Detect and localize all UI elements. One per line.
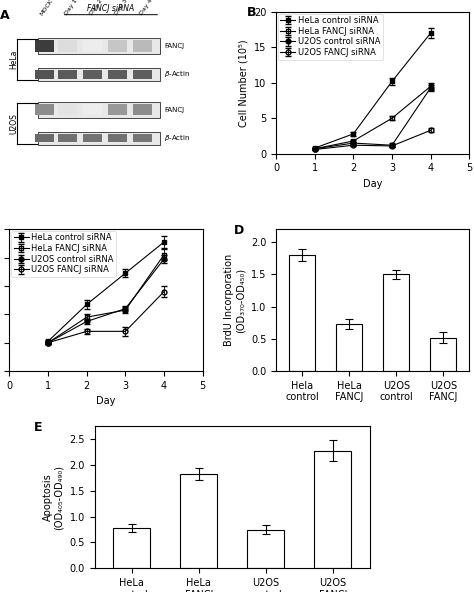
Bar — [383, 274, 409, 371]
Bar — [336, 324, 362, 371]
Y-axis label: Cell Number (10⁵): Cell Number (10⁵) — [238, 39, 248, 127]
Text: E: E — [34, 420, 43, 433]
Bar — [58, 70, 77, 79]
Bar — [35, 40, 54, 52]
Bar — [108, 104, 128, 115]
Bar — [108, 40, 128, 52]
Bar — [108, 70, 128, 79]
Y-axis label: Apoptosis
(OD₄₀₅-OD₄₉₀): Apoptosis (OD₄₀₅-OD₄₉₀) — [42, 465, 64, 530]
Text: $\beta$-Actin: $\beta$-Actin — [164, 69, 190, 79]
Bar — [83, 40, 102, 52]
Bar — [38, 68, 160, 81]
Bar — [108, 134, 128, 143]
Bar — [133, 134, 153, 143]
Bar — [180, 474, 217, 568]
Legend: HeLa control siRNA, HeLa FANCJ siRNA, U2OS control siRNA, U2OS FANCJ siRNA: HeLa control siRNA, HeLa FANCJ siRNA, U2… — [11, 231, 116, 277]
Y-axis label: BrdU Incorporation
(OD₃₇₀-OD₄₅₀): BrdU Incorporation (OD₃₇₀-OD₄₅₀) — [224, 254, 246, 346]
Text: Day 1: Day 1 — [64, 0, 78, 16]
X-axis label: Day: Day — [96, 397, 116, 406]
Text: U2OS: U2OS — [9, 113, 18, 134]
Legend: HeLa control siRNA, HeLa FANCJ siRNA, U2OS control siRNA, U2OS FANCJ siRNA: HeLa control siRNA, HeLa FANCJ siRNA, U2… — [278, 14, 383, 60]
X-axis label: Day: Day — [363, 179, 383, 189]
Bar — [314, 451, 351, 568]
Bar — [83, 70, 102, 79]
Bar — [430, 337, 456, 371]
Text: MOCK: MOCK — [39, 0, 55, 16]
Bar — [83, 134, 102, 143]
Bar — [83, 104, 102, 115]
Text: A: A — [0, 9, 9, 22]
Text: FANCJ: FANCJ — [164, 107, 184, 112]
Bar — [35, 104, 54, 115]
Text: FANCJ: FANCJ — [164, 43, 184, 49]
Text: Day 4: Day 4 — [139, 0, 154, 16]
Bar — [247, 530, 284, 568]
Text: HeLa: HeLa — [9, 50, 18, 69]
Bar — [113, 528, 150, 568]
Bar — [58, 40, 77, 52]
Text: $\beta$-Actin: $\beta$-Actin — [164, 133, 190, 143]
Text: Day 3: Day 3 — [114, 0, 128, 16]
Text: D: D — [234, 224, 244, 237]
Bar — [38, 132, 160, 144]
Bar — [133, 70, 153, 79]
Text: Day 2: Day 2 — [89, 0, 103, 16]
Bar — [58, 104, 77, 115]
Text: FANCJ siRNA: FANCJ siRNA — [87, 4, 135, 12]
Bar — [289, 255, 315, 371]
Bar — [35, 134, 54, 143]
Bar — [58, 134, 77, 143]
Bar — [35, 70, 54, 79]
Text: B: B — [247, 6, 256, 19]
Bar — [133, 104, 153, 115]
Bar — [133, 40, 153, 52]
